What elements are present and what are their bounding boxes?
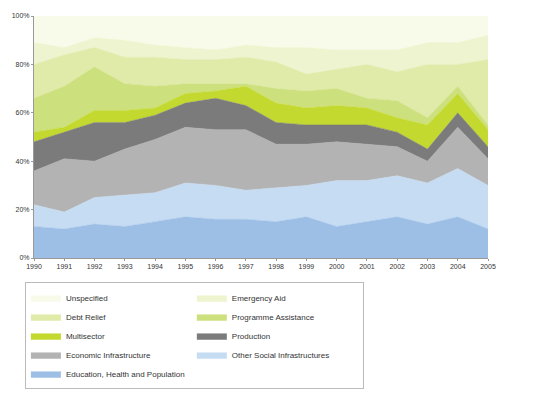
svg-text:1999: 1999 xyxy=(299,263,315,270)
svg-text:Unspecified: Unspecified xyxy=(66,294,108,303)
svg-text:2002: 2002 xyxy=(389,263,405,270)
svg-text:1998: 1998 xyxy=(268,263,284,270)
svg-text:2003: 2003 xyxy=(420,263,436,270)
svg-text:Multisector: Multisector xyxy=(66,332,105,341)
svg-text:Production: Production xyxy=(232,332,270,341)
svg-text:1993: 1993 xyxy=(117,263,133,270)
svg-text:20%: 20% xyxy=(16,206,30,213)
svg-text:80%: 80% xyxy=(16,61,30,68)
svg-text:Other Social Infrastructures: Other Social Infrastructures xyxy=(232,351,329,360)
svg-text:0%: 0% xyxy=(19,254,29,261)
svg-text:2001: 2001 xyxy=(359,263,375,270)
svg-text:1990: 1990 xyxy=(26,263,42,270)
svg-text:1995: 1995 xyxy=(178,263,194,270)
svg-text:Emergency Aid: Emergency Aid xyxy=(232,294,286,303)
svg-text:2004: 2004 xyxy=(450,263,466,270)
svg-text:Programme Assistance: Programme Assistance xyxy=(232,313,315,322)
svg-text:Education, Health and Populati: Education, Health and Population xyxy=(66,370,185,379)
svg-text:1996: 1996 xyxy=(208,263,224,270)
svg-text:100%: 100% xyxy=(12,12,30,19)
svg-text:1994: 1994 xyxy=(147,263,163,270)
svg-text:2005: 2005 xyxy=(480,263,496,270)
svg-text:1997: 1997 xyxy=(238,263,254,270)
svg-text:40%: 40% xyxy=(16,158,30,165)
svg-text:1992: 1992 xyxy=(87,263,103,270)
svg-text:2000: 2000 xyxy=(329,263,345,270)
svg-text:1991: 1991 xyxy=(56,263,72,270)
svg-text:Economic Infrastructure: Economic Infrastructure xyxy=(66,351,151,360)
svg-text:60%: 60% xyxy=(16,109,30,116)
svg-text:Debt Relief: Debt Relief xyxy=(66,313,106,322)
